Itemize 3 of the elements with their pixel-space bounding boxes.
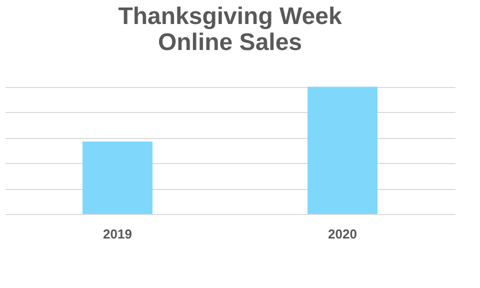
x-tick-label: 2019 <box>103 226 132 242</box>
x-tick-label: 2020 <box>328 226 357 242</box>
chart-title: Thanksgiving Week Online Sales <box>118 3 342 56</box>
